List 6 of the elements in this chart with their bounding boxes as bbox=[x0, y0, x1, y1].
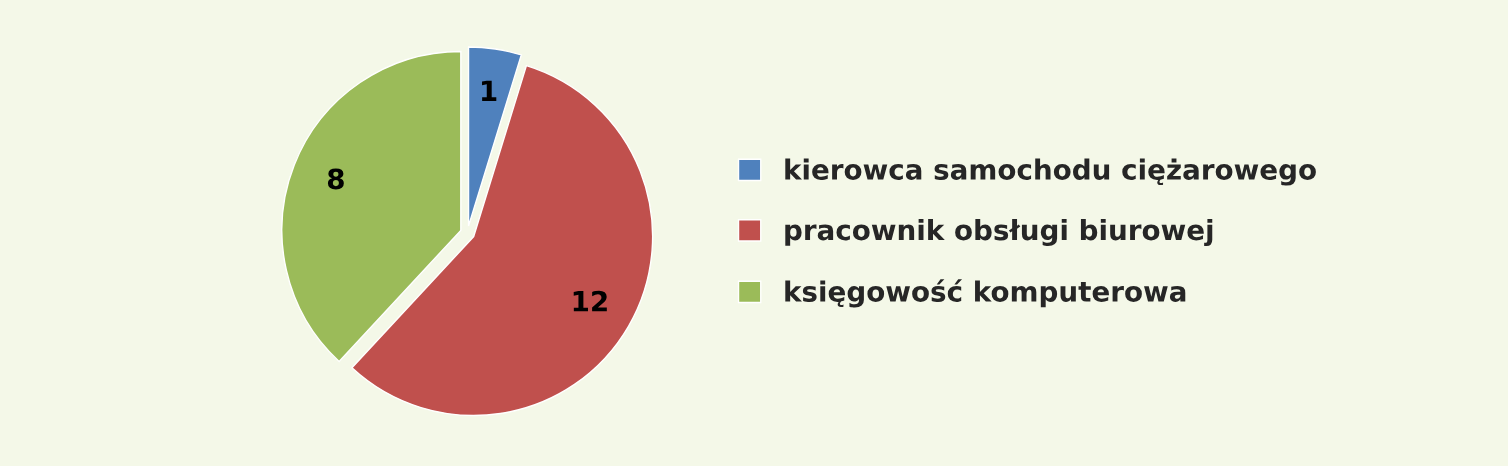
data-label: 1 bbox=[482, 80, 497, 101]
data-label: 12 bbox=[573, 290, 607, 312]
legend-label: kierowca samochodu ciężarowego bbox=[785, 158, 1316, 186]
data-label: 8 bbox=[327, 168, 344, 190]
legend-label: księgowość komputerowa bbox=[785, 279, 1186, 308]
legend-label: pracownik obsługi biurowej bbox=[785, 218, 1213, 246]
